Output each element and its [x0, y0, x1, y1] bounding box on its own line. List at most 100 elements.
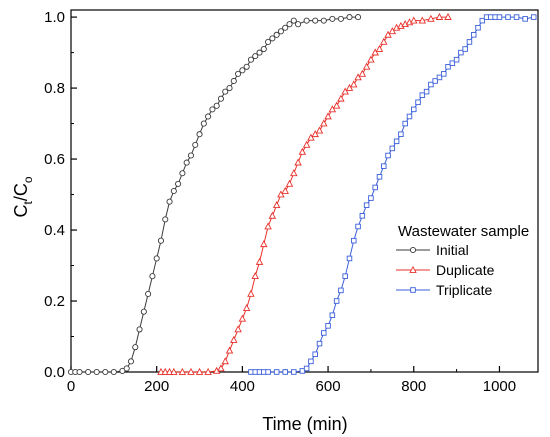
data-point	[307, 133, 315, 141]
y-tick-label: 0.6	[44, 151, 65, 168]
data-point	[200, 120, 207, 127]
data-point	[496, 14, 503, 20]
legend-marker	[409, 246, 417, 254]
data-point	[354, 73, 362, 81]
data-point	[415, 99, 421, 106]
data-point	[242, 303, 251, 311]
data-point	[76, 368, 83, 376]
data-point	[303, 17, 310, 24]
data-point	[85, 368, 92, 376]
data-point	[388, 27, 397, 35]
data-point	[316, 340, 323, 347]
data-point	[277, 28, 284, 35]
data-point	[419, 92, 426, 98]
data-point	[337, 94, 345, 102]
y-axis-title-mid: /C	[11, 183, 31, 201]
data-point	[179, 170, 186, 177]
data-point	[312, 351, 318, 358]
data-point	[285, 179, 294, 187]
series-duplicate	[157, 12, 452, 375]
data-point	[230, 77, 237, 85]
data-point	[359, 213, 366, 219]
data-point	[406, 113, 413, 120]
legend-item-duplicate: Duplicate	[396, 262, 495, 278]
data-point	[247, 56, 254, 63]
y-axis-title: Ct/Co	[11, 176, 35, 217]
data-point	[410, 16, 418, 24]
x-axis-title: Time (min)	[262, 414, 347, 434]
data-point	[475, 24, 481, 31]
data-point	[281, 186, 289, 194]
data-point	[393, 138, 400, 145]
data-point	[324, 112, 332, 120]
data-point	[358, 69, 367, 77]
data-point	[302, 140, 311, 148]
x-tick-label: 1000	[483, 378, 516, 395]
data-point	[234, 325, 242, 333]
series-line	[250, 16, 534, 373]
axes-group	[70, 9, 539, 373]
data-point	[93, 368, 100, 376]
data-point	[462, 46, 468, 52]
data-point	[329, 15, 336, 22]
data-point	[320, 17, 327, 24]
data-point	[453, 56, 460, 63]
data-point	[145, 290, 152, 297]
data-point	[427, 14, 435, 22]
data-point	[350, 80, 358, 88]
x-tick-label: 200	[144, 378, 169, 395]
data-point	[479, 17, 486, 24]
legend-label: Triplicate	[436, 282, 492, 298]
data-point	[398, 131, 404, 137]
data-point	[282, 369, 288, 375]
series-line	[160, 16, 449, 373]
data-point	[230, 335, 238, 343]
data-point	[428, 81, 434, 88]
data-point	[282, 24, 289, 31]
data-point	[376, 174, 383, 180]
legend-marker	[409, 265, 417, 273]
data-point	[411, 106, 417, 113]
data-point	[239, 67, 246, 74]
data-point	[346, 255, 353, 262]
data-point	[196, 131, 203, 138]
data-point	[362, 62, 371, 70]
data-point	[187, 152, 195, 159]
data-point	[445, 64, 451, 70]
data-point	[140, 308, 147, 315]
data-point	[264, 222, 272, 230]
data-point	[252, 53, 259, 60]
data-point	[290, 169, 298, 177]
data-point	[294, 158, 302, 166]
legend-label: Duplicate	[436, 262, 495, 278]
y-tick-label: 0.2	[44, 293, 65, 310]
data-point	[204, 367, 212, 375]
data-point	[372, 184, 378, 191]
data-point	[127, 358, 135, 365]
data-point	[226, 85, 233, 92]
data-point	[346, 14, 353, 21]
data-point	[315, 126, 324, 134]
data-point	[321, 330, 327, 336]
series-group	[67, 12, 537, 376]
data-point	[170, 367, 178, 375]
data-point	[251, 272, 259, 280]
data-point	[256, 49, 263, 56]
data-point	[235, 70, 242, 77]
data-point	[367, 55, 375, 63]
data-point	[286, 21, 293, 28]
legend-item-initial: Initial	[396, 242, 469, 258]
data-point	[333, 298, 340, 304]
data-point	[291, 369, 297, 375]
data-point	[355, 14, 362, 21]
data-point	[269, 35, 276, 42]
data-point	[402, 120, 408, 127]
series-triplicate	[248, 14, 537, 375]
data-point	[165, 367, 174, 375]
data-point	[192, 141, 199, 148]
data-point	[247, 289, 255, 297]
data-point	[389, 145, 396, 152]
data-point	[136, 326, 143, 333]
y-axis-title-sub1: t	[21, 201, 35, 205]
